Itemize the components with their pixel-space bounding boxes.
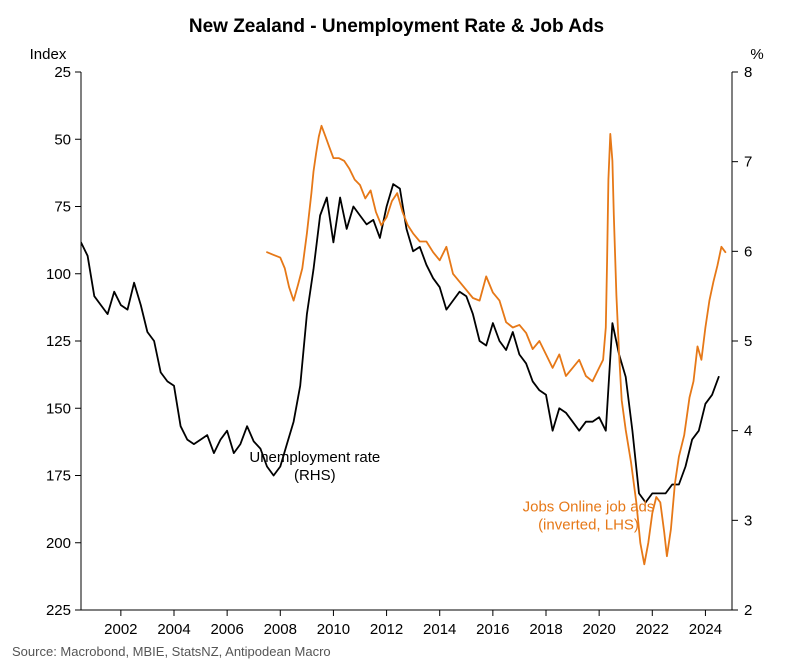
series-annotation-job_ads_inverted-line1: Jobs Online job ads: [523, 498, 655, 515]
left-tick-label: 225: [46, 602, 71, 619]
left-tick-label: 25: [54, 64, 71, 81]
right-axis-label: %: [750, 46, 763, 63]
left-tick-label: 100: [46, 266, 71, 283]
series-annotation-job_ads_inverted-line2: (inverted, LHS): [538, 516, 639, 533]
right-tick-label: 3: [744, 512, 752, 529]
left-axis-label: Index: [30, 46, 67, 63]
right-tick-label: 6: [744, 243, 752, 260]
chart-title: New Zealand - Unemployment Rate & Job Ad…: [189, 16, 604, 37]
left-tick-label: 150: [46, 400, 71, 417]
left-tick-label: 75: [54, 199, 71, 216]
left-tick-label: 50: [54, 131, 71, 148]
series-annotation-unemployment_rate-line1: Unemployment rate: [249, 449, 380, 466]
left-tick-label: 175: [46, 468, 71, 485]
x-tick-label: 2016: [476, 621, 509, 638]
right-tick-label: 8: [744, 64, 752, 81]
x-tick-label: 2002: [104, 621, 137, 638]
x-tick-label: 2024: [689, 621, 722, 638]
right-tick-label: 2: [744, 602, 752, 619]
left-tick-label: 125: [46, 333, 71, 350]
right-tick-label: 4: [744, 423, 752, 440]
series-annotation-unemployment_rate-line2: (RHS): [294, 467, 336, 484]
right-tick-label: 7: [744, 154, 752, 171]
x-tick-label: 2008: [264, 621, 297, 638]
x-tick-label: 2012: [370, 621, 403, 638]
x-tick-label: 2022: [636, 621, 669, 638]
x-tick-label: 2018: [529, 621, 562, 638]
x-tick-label: 2004: [157, 621, 190, 638]
left-tick-label: 200: [46, 535, 71, 552]
x-tick-label: 2006: [210, 621, 243, 638]
chart-svg: 2002200420062008201020122014201620182020…: [0, 0, 793, 664]
right-tick-label: 5: [744, 333, 752, 350]
x-tick-label: 2014: [423, 621, 456, 638]
source-note: Source: Macrobond, MBIE, StatsNZ, Antipo…: [12, 644, 331, 659]
chart-container: 2002200420062008201020122014201620182020…: [0, 0, 793, 664]
x-tick-label: 2010: [317, 621, 350, 638]
x-tick-label: 2020: [582, 621, 615, 638]
